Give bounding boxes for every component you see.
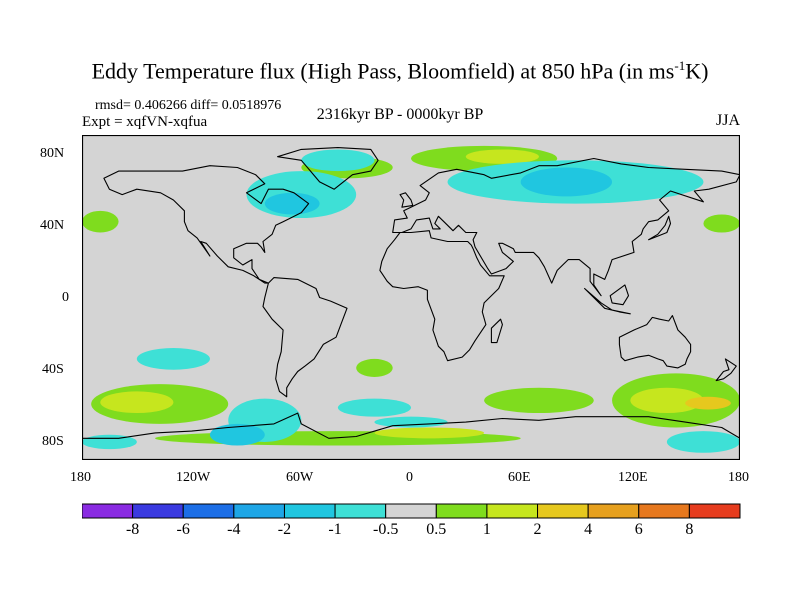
coastline-south-america bbox=[262, 277, 348, 398]
lat-label-80n: 80N bbox=[40, 146, 65, 161]
colorbar-label-11: 8 bbox=[685, 521, 694, 538]
map-panel bbox=[81, 134, 741, 461]
lon-label-60w: 60W bbox=[286, 470, 314, 485]
colorbar-label-9: 4 bbox=[584, 521, 593, 538]
lat-label-0: 0 bbox=[62, 290, 69, 305]
positive-anomaly-1 bbox=[703, 214, 740, 233]
colorbar-swatch-0 bbox=[82, 503, 134, 519]
colorbar-swatch-8 bbox=[486, 503, 539, 519]
coastline-japan bbox=[648, 215, 672, 241]
coastline-uk bbox=[399, 192, 414, 208]
period-label: 2316kyr BP - 0000kyr BP bbox=[316, 106, 484, 123]
positive-anomaly-3 bbox=[100, 391, 174, 414]
lon-label-120w: 120W bbox=[176, 470, 211, 485]
colorbar-swatch-1 bbox=[132, 503, 184, 519]
colorbar-swatch-5 bbox=[334, 503, 387, 519]
lon-label-180e: 180 bbox=[728, 470, 749, 485]
colorbar-label-5: -0.5 bbox=[373, 521, 399, 538]
positive-anomaly-13 bbox=[356, 358, 393, 377]
colorbar-swatch-10 bbox=[587, 503, 640, 519]
coastline-antarctica bbox=[82, 412, 741, 439]
coastline-new-zealand bbox=[715, 358, 737, 382]
lat-label-40s: 40S bbox=[42, 362, 64, 377]
lon-label-0: 0 bbox=[406, 470, 413, 485]
lat-label-40n: 40N bbox=[40, 218, 65, 233]
negative-anomaly-25 bbox=[374, 416, 448, 428]
positive-anomaly-7 bbox=[685, 396, 731, 410]
colorbar-swatch-6 bbox=[385, 503, 437, 519]
colorbar-label-7: 1 bbox=[482, 521, 491, 538]
coastline-borneo bbox=[609, 284, 630, 306]
positive-anomaly-6 bbox=[630, 387, 704, 414]
negative-anomaly-14 bbox=[301, 149, 375, 172]
colorbar-label-4: -1 bbox=[328, 521, 342, 538]
lat-label-80s: 80S bbox=[42, 434, 64, 449]
colorbar-swatch-12 bbox=[688, 503, 741, 519]
negative-anomaly-16 bbox=[264, 192, 320, 215]
coastlines bbox=[82, 147, 741, 439]
positive-anomaly-4 bbox=[484, 387, 594, 414]
anomaly-fields bbox=[82, 145, 740, 453]
negative-anomaly-22 bbox=[337, 398, 411, 417]
season-label: JJA bbox=[715, 112, 740, 129]
coastline-australia bbox=[618, 315, 692, 369]
colorbar-label-3: -2 bbox=[277, 521, 292, 538]
coastline-madagascar bbox=[490, 318, 503, 344]
negative-anomaly-18 bbox=[520, 167, 613, 197]
lon-label-180w: 180 bbox=[70, 470, 91, 485]
colorbar-swatch-7 bbox=[435, 503, 488, 519]
positive-anomaly-0 bbox=[82, 210, 119, 233]
negative-anomaly-23 bbox=[666, 431, 740, 453]
lon-label-60e: 60E bbox=[508, 470, 531, 485]
colorbar-swatch-3 bbox=[233, 503, 285, 519]
rmsd-stats: rmsd= 0.406266 diff= 0.0518976 bbox=[95, 98, 282, 113]
coastline-indonesia bbox=[584, 287, 631, 315]
coastline-greenland bbox=[277, 147, 379, 190]
map-frame bbox=[81, 134, 741, 461]
negative-anomaly-19 bbox=[136, 348, 210, 370]
colorbar-swatch-11 bbox=[638, 503, 690, 519]
positive-anomaly-9 bbox=[374, 427, 485, 439]
colorbar-label-0: -8 bbox=[125, 521, 140, 538]
colorbar-label-2: -4 bbox=[227, 521, 241, 538]
coastline-north-america bbox=[103, 165, 310, 284]
negative-anomaly-21 bbox=[209, 423, 265, 446]
colorbar-swatch-9 bbox=[537, 503, 589, 519]
lon-label-120e: 120E bbox=[618, 470, 648, 485]
plot-title: Eddy Temperature flux (High Pass, Bloomf… bbox=[91, 58, 709, 84]
colorbar bbox=[82, 503, 741, 519]
colorbar-label-6: 0.5 bbox=[426, 521, 447, 538]
coastline-eurasia bbox=[392, 157, 741, 297]
coastline-africa bbox=[379, 230, 505, 362]
colorbar-swatch-4 bbox=[283, 503, 336, 519]
map-plot bbox=[81, 134, 741, 461]
colorbar-label-8: 2 bbox=[533, 521, 542, 538]
colorbar-swatch-2 bbox=[182, 503, 235, 519]
experiment-label: Expt = xqfVN-xqfua bbox=[82, 114, 208, 130]
positive-anomaly-11 bbox=[465, 149, 539, 164]
colorbar-label-10: 6 bbox=[634, 521, 643, 538]
colorbar-label-1: -6 bbox=[176, 521, 190, 538]
